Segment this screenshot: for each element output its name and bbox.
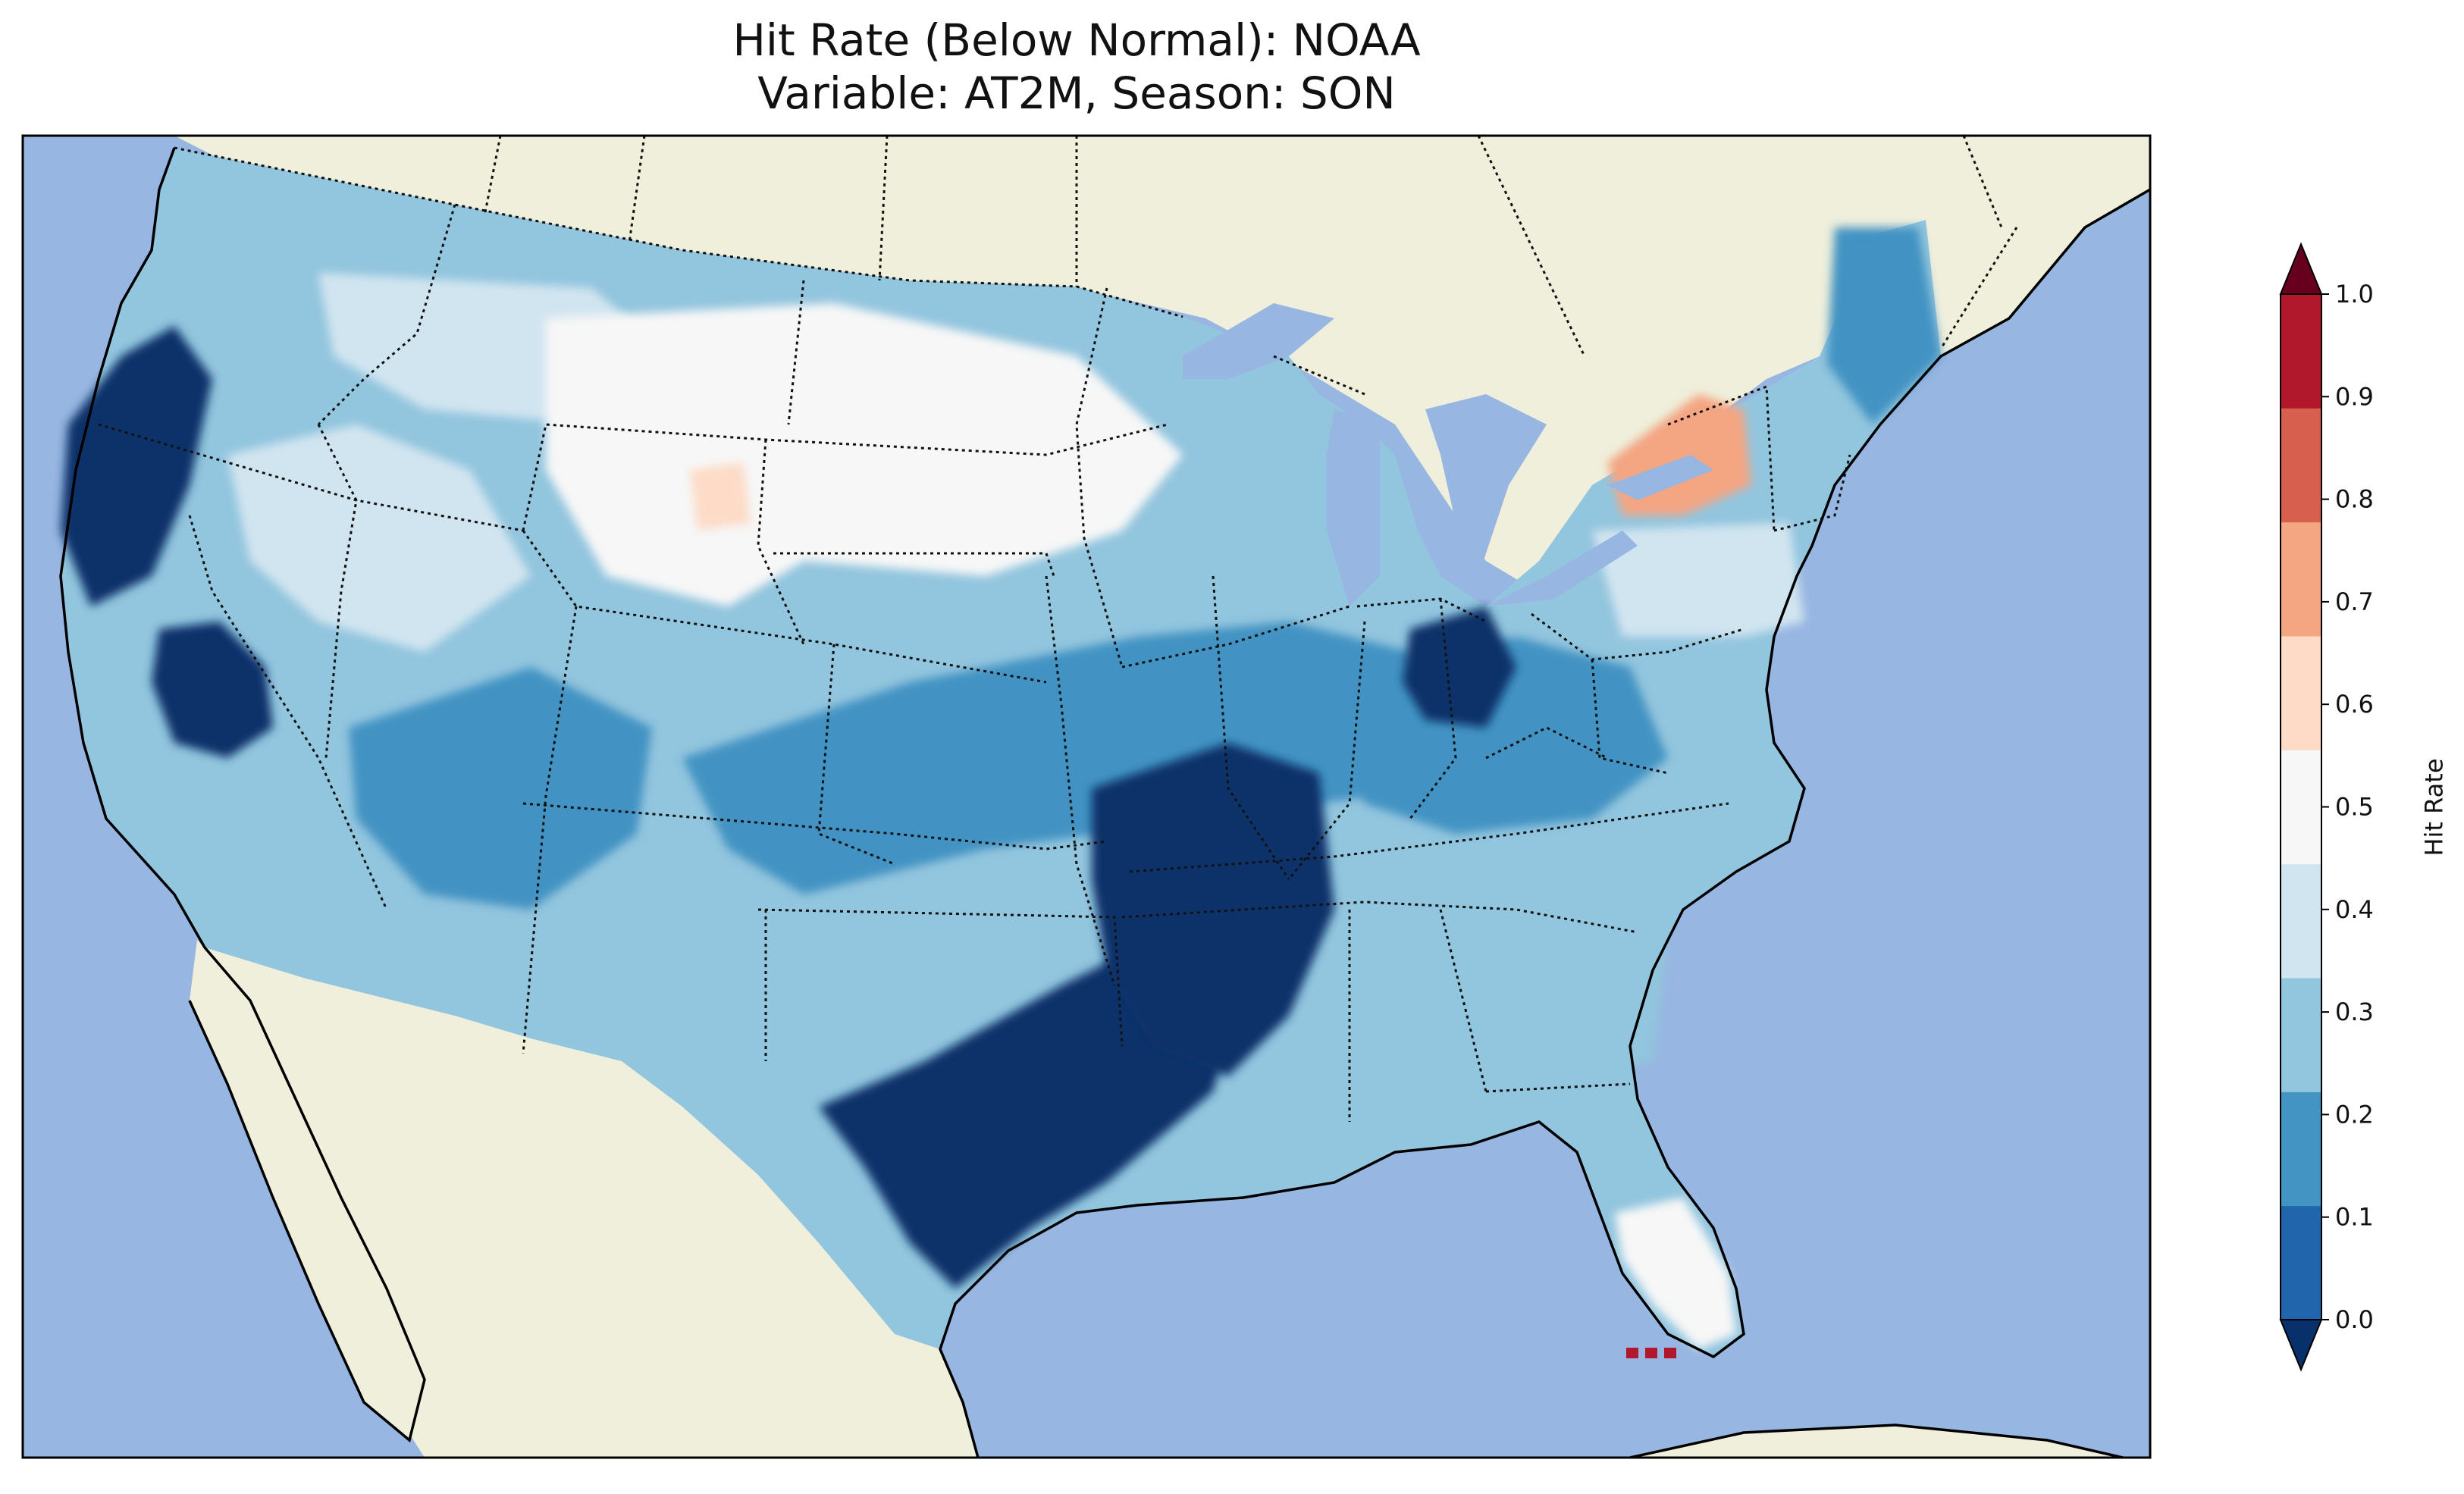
colorbar-segment-0.0-0.1 <box>2281 1205 2321 1320</box>
canada-land <box>174 136 2150 584</box>
colorbar-label: Hit Rate <box>2419 757 2449 857</box>
chart-title: Hit Rate (Below Normal): NOAA Variable: … <box>0 14 2153 120</box>
colorbar-tick-label: 0.6 <box>2335 690 2374 719</box>
region-wyoming-hotspot <box>690 462 751 531</box>
colorbar-tick-label: 0.3 <box>2335 998 2374 1026</box>
canada-province-borders <box>484 136 2018 357</box>
colorbar-tick-label: 0.1 <box>2335 1203 2374 1232</box>
colorbar-tick-label: 0.0 <box>2335 1305 2374 1334</box>
region-mid-atlantic <box>1592 523 1804 637</box>
colorbar-tick-label: 0.7 <box>2335 587 2374 616</box>
region-indiana-core <box>1403 606 1516 728</box>
colorbar-tick-label: 1.0 <box>2335 280 2374 309</box>
colorbar-tick-label: 0.2 <box>2335 1100 2374 1129</box>
colorbar-tick-label: 0.9 <box>2335 382 2374 411</box>
region-new-england <box>1827 227 1941 424</box>
florida-keys-cell-1 <box>1626 1348 1638 1358</box>
colorbar-segment-0.7-0.8 <box>2281 408 2321 523</box>
colorbar: 0.0 0.1 0.2 0.3 0.4 0.5 0.6 0.7 0.8 0.9 1.0 <box>2279 242 2374 1372</box>
region-texas <box>819 940 1243 1289</box>
colorbar-extend-min <box>2279 1319 2323 1372</box>
state-borders <box>98 204 1851 1122</box>
florida-keys-cells <box>1626 1348 1676 1358</box>
region-south-florida <box>1615 1198 1736 1349</box>
colorbar-segment-0.2-0.3 <box>2281 978 2321 1092</box>
region-southeast <box>1365 887 1668 1084</box>
hit-rate-regions <box>61 227 1941 1349</box>
florida-keys-cell-2 <box>1645 1348 1657 1358</box>
region-central-plains <box>682 622 1425 894</box>
title-line-1: Hit Rate (Below Normal): NOAA <box>732 14 1421 66</box>
florida-keys-cell-3 <box>1664 1348 1676 1358</box>
map-frame <box>21 134 2152 1459</box>
coastline <box>59 147 2150 1458</box>
colorbar-segment-0.4-0.5 <box>2281 750 2321 865</box>
colorbar-extend-max <box>2279 242 2323 295</box>
colorbar-segment-0.3-0.4 <box>2281 863 2321 979</box>
title-line-2: Variable: AT2M, Season: SON <box>757 67 1396 119</box>
colorbar-tick-label: 0.5 <box>2335 793 2374 822</box>
colorbar-segment-0.6-0.7 <box>2281 521 2321 637</box>
colorbar-segment-0.5-0.6 <box>2281 636 2321 750</box>
region-pacific-northwest-coast <box>61 326 212 606</box>
region-southwest <box>349 667 652 910</box>
colorbar-tick-label: 0.4 <box>2335 895 2374 924</box>
region-central-valley-california <box>152 622 273 758</box>
colorbar-segment-0.8-0.9 <box>2281 294 2321 409</box>
colorbar-segment-0.1-0.2 <box>2281 1092 2321 1207</box>
great-lakes <box>1183 303 1713 606</box>
colorbar-tick-label: 0.8 <box>2335 485 2374 514</box>
region-great-basin <box>227 424 531 652</box>
region-lower-mississippi-valley <box>1092 743 1334 1076</box>
region-northern-plains <box>546 303 1183 606</box>
baja-california-land <box>190 940 425 1440</box>
